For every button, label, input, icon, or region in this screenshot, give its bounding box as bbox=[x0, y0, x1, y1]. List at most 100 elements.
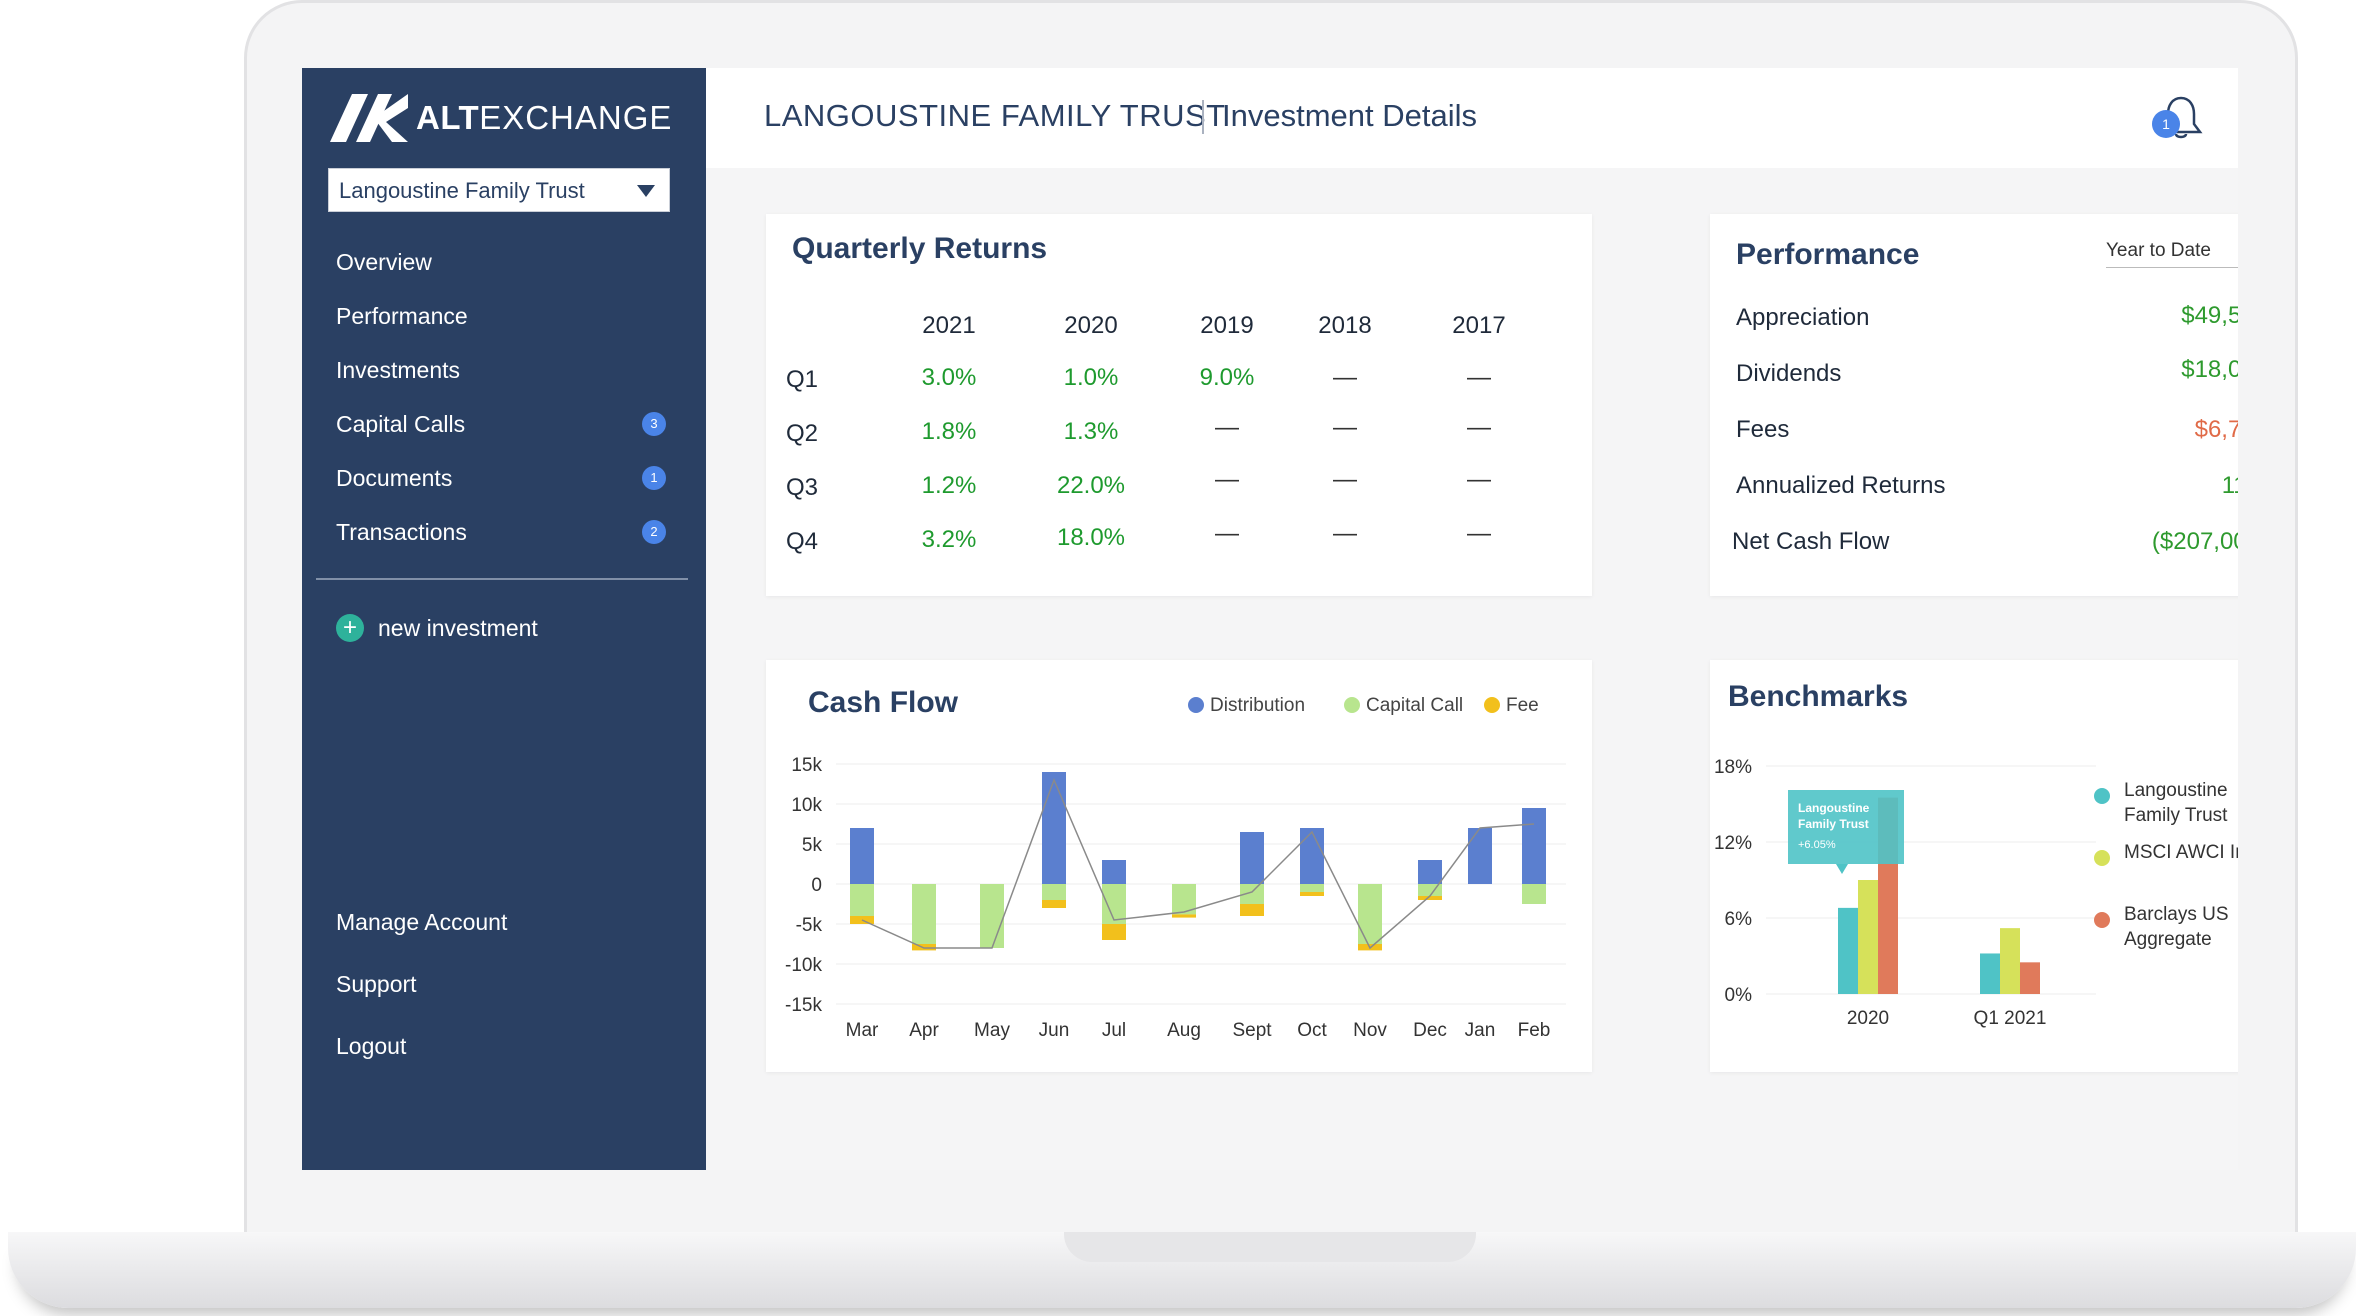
y-tick-label: -15k bbox=[785, 995, 822, 1016]
quarter-label: Q2 bbox=[786, 420, 819, 447]
metric-label: Dividends bbox=[1736, 360, 1842, 387]
new-investment-button[interactable]: + new investment bbox=[336, 612, 538, 644]
nav-item-overview[interactable]: Overview bbox=[336, 246, 666, 278]
nav-item-support[interactable]: Support bbox=[336, 968, 666, 1000]
bar-capital-call bbox=[1522, 884, 1546, 904]
benchmarks-card: Benchmarks 18% 12% 6% 0% 2020 Q1 2021 Langousti… bbox=[1710, 660, 2238, 1072]
page-header: LANGOUSTINE FAMILY TRUST Investment Deta… bbox=[706, 68, 2238, 168]
y-tick-label: 10k bbox=[791, 795, 822, 816]
quarterly-returns-card: Quarterly Returns 2021 2020 2019 2018 20… bbox=[766, 214, 1592, 596]
logo-exchange-text: EXCHANGE bbox=[479, 99, 673, 136]
return-cell: — bbox=[1467, 364, 1491, 391]
x-tick-label: Mar bbox=[846, 1020, 879, 1041]
nav-item-investments[interactable]: Investments bbox=[336, 354, 666, 386]
y-tick-label: -10k bbox=[785, 955, 822, 976]
bar-fee bbox=[1300, 892, 1324, 896]
return-cell: 3.0% bbox=[921, 364, 977, 391]
altexchange-logo-icon bbox=[330, 94, 408, 142]
x-tick-label: Apr bbox=[909, 1020, 939, 1041]
bar-distribution bbox=[1102, 860, 1126, 884]
legend-item: MSCI AWCI Index bbox=[2094, 840, 2238, 866]
metric-label: Fees bbox=[1736, 416, 1790, 443]
return-cell: — bbox=[1215, 466, 1239, 493]
new-investment-label: new investment bbox=[378, 615, 538, 641]
count-badge: 2 bbox=[642, 520, 666, 544]
x-tick-label: 2020 bbox=[1847, 1008, 1889, 1029]
return-cell: 1.8% bbox=[921, 418, 977, 445]
nav-item-transactions[interactable]: Transactions 2 bbox=[336, 516, 666, 548]
app-screen: ALT EXCHANGE Langoustine Family Trust Ove… bbox=[302, 68, 2238, 1170]
nav-item-label: Logout bbox=[336, 1033, 407, 1059]
return-cell: — bbox=[1333, 364, 1357, 391]
period-select[interactable]: Year to Date bbox=[2106, 240, 2238, 268]
y-tick-label: 5k bbox=[802, 835, 823, 856]
legend-swatch bbox=[2094, 788, 2110, 804]
altexchange-logo[interactable]: ALT EXCHANGE bbox=[330, 92, 672, 144]
year-header: 2021 bbox=[922, 312, 976, 339]
tooltip-value: +6.05% bbox=[1798, 839, 1836, 851]
plus-icon: + bbox=[336, 614, 364, 642]
bar-distribution bbox=[1522, 808, 1546, 884]
nav-item-manage-account[interactable]: Manage Account bbox=[336, 906, 666, 938]
bell-icon[interactable] bbox=[2154, 94, 2208, 142]
return-cell: — bbox=[1467, 414, 1491, 441]
x-tick-label: Dec bbox=[1413, 1020, 1447, 1041]
tooltip-title-line: Family Trust bbox=[1798, 817, 1869, 831]
metric-value: $18,000 bbox=[2181, 356, 2238, 383]
legend-item: Barclays US Aggregate bbox=[2094, 902, 2238, 952]
metric-label: Net Cash Flow bbox=[1732, 528, 1890, 555]
metric-label: Annualized Returns bbox=[1736, 472, 1946, 499]
nav-item-label: Investments bbox=[336, 357, 460, 383]
return-cell: — bbox=[1215, 520, 1239, 547]
card-title: Performance bbox=[1736, 238, 1920, 271]
nav-item-capital-calls[interactable]: Capital Calls 3 bbox=[336, 408, 666, 440]
x-tick-label: Jul bbox=[1102, 1020, 1126, 1041]
tooltip-box bbox=[1788, 790, 1904, 864]
return-cell: 22.0% bbox=[1056, 472, 1126, 499]
nav-item-label: Transactions bbox=[336, 519, 467, 545]
page-title: Investment Details bbox=[1222, 98, 1477, 133]
bar-fee bbox=[1042, 900, 1066, 908]
chart-title: Benchmarks bbox=[1728, 680, 1908, 713]
bar-distribution bbox=[1418, 860, 1442, 884]
y-tick-label: 6% bbox=[1725, 909, 1753, 930]
legend-label: Capital Call bbox=[1366, 695, 1463, 716]
x-tick-label: Feb bbox=[1518, 1020, 1551, 1041]
nav-item-label: Performance bbox=[336, 303, 468, 329]
legend-item: Langoustine Family Trust bbox=[2094, 778, 2238, 828]
legend-label: MSCI AWCI Index bbox=[2124, 842, 2238, 863]
legend-swatch bbox=[1188, 697, 1204, 713]
nav-item-documents[interactable]: Documents 1 bbox=[336, 462, 666, 494]
nav-item-logout[interactable]: Logout bbox=[336, 1030, 666, 1062]
return-cell: 18.0% bbox=[1056, 524, 1126, 551]
y-tick-label: 0% bbox=[1725, 985, 1753, 1006]
metric-value: ($207,000) bbox=[2151, 528, 2238, 555]
return-cell: — bbox=[1333, 520, 1357, 547]
nav-divider bbox=[316, 578, 688, 580]
nav-item-performance[interactable]: Performance bbox=[336, 300, 666, 332]
x-tick-label: Jan bbox=[1465, 1020, 1496, 1041]
account-select[interactable]: Langoustine Family Trust bbox=[328, 168, 670, 212]
return-cell: 1.2% bbox=[921, 472, 977, 499]
return-cell: — bbox=[1333, 414, 1357, 441]
net-cash-line bbox=[861, 777, 1535, 950]
y-tick-label: 15k bbox=[791, 755, 822, 776]
bar-fee bbox=[1418, 896, 1442, 900]
notification-badge: 1 bbox=[2152, 110, 2180, 138]
performance-card: Performance Year to Date Appreciation $4… bbox=[1710, 214, 2238, 596]
year-header: 2020 bbox=[1064, 312, 1118, 339]
chart-title: Cash Flow bbox=[808, 686, 959, 719]
legend-swatch bbox=[2094, 912, 2110, 928]
nav-item-label: Capital Calls bbox=[336, 411, 466, 437]
x-tick-label: Q1 2021 bbox=[1974, 1008, 2047, 1029]
bar-distribution bbox=[850, 828, 874, 884]
legend-label: Fee bbox=[1506, 695, 1539, 716]
return-cell: — bbox=[1333, 466, 1357, 493]
legend-swatch bbox=[1484, 697, 1500, 713]
tooltip-pointer bbox=[1836, 864, 1848, 874]
y-tick-label: 0 bbox=[811, 875, 822, 896]
bar-capital-call bbox=[980, 884, 1004, 948]
bar-langoustine-family-trust bbox=[1838, 907, 1858, 994]
return-cell: — bbox=[1467, 520, 1491, 547]
year-header: 2017 bbox=[1452, 312, 1506, 339]
